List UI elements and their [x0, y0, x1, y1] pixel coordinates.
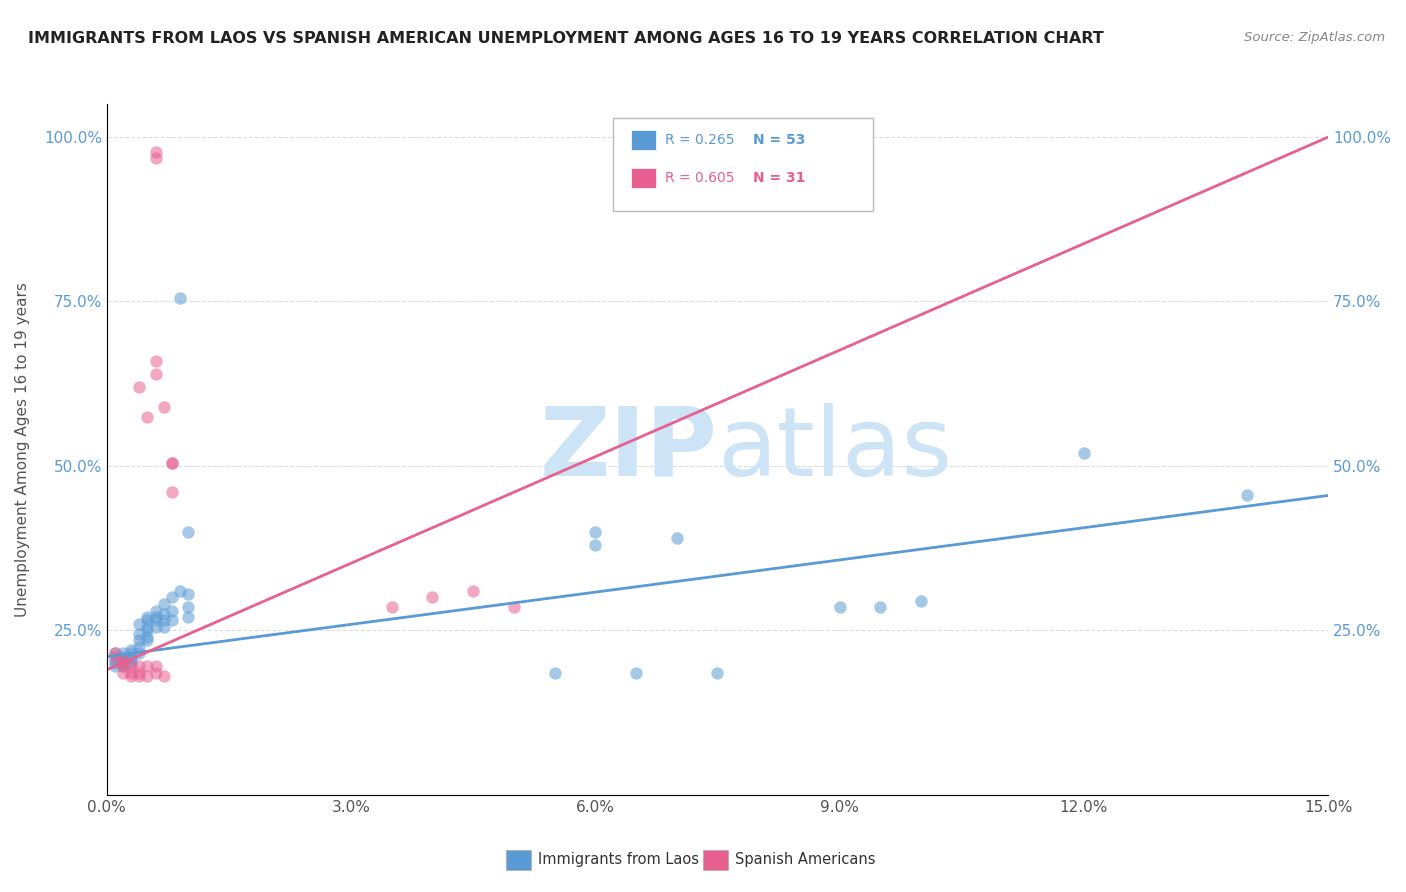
Point: [422, 591, 444, 605]
Point: [160, 456, 183, 470]
Point: [1073, 446, 1095, 460]
Point: [112, 649, 135, 664]
Point: [112, 666, 135, 681]
Point: [145, 603, 167, 617]
Point: [128, 616, 150, 631]
Point: [152, 614, 174, 628]
Point: [910, 593, 932, 607]
Point: [136, 620, 159, 634]
Point: [869, 600, 891, 615]
Point: [177, 600, 200, 615]
Point: [128, 633, 150, 648]
Text: ZIP: ZIP: [540, 403, 717, 496]
Point: [120, 659, 142, 673]
Point: [828, 600, 851, 615]
Point: [104, 649, 127, 664]
Point: [706, 666, 728, 681]
Point: [128, 659, 150, 673]
Point: [128, 640, 150, 654]
Point: [463, 583, 485, 598]
Point: [104, 659, 127, 673]
Point: [177, 524, 200, 539]
Point: [104, 656, 127, 670]
Text: N = 53: N = 53: [754, 133, 806, 147]
Point: [169, 291, 191, 305]
Point: [136, 659, 159, 673]
Point: [112, 653, 135, 667]
Point: [152, 620, 174, 634]
Point: [104, 646, 127, 660]
Point: [152, 597, 174, 611]
Point: [583, 524, 606, 539]
Point: [145, 666, 167, 681]
Point: [120, 653, 142, 667]
Point: [120, 646, 142, 660]
Y-axis label: Unemployment Among Ages 16 to 19 years: Unemployment Among Ages 16 to 19 years: [15, 282, 30, 617]
Point: [120, 656, 142, 670]
Point: [145, 659, 167, 673]
Point: [136, 633, 159, 648]
Point: [136, 409, 159, 424]
Text: atlas: atlas: [717, 403, 953, 496]
Point: [177, 587, 200, 601]
Point: [160, 614, 183, 628]
Point: [1236, 488, 1258, 502]
Text: R = 0.265: R = 0.265: [665, 133, 734, 147]
Point: [136, 630, 159, 644]
Point: [136, 610, 159, 624]
Point: [145, 614, 167, 628]
Text: Immigrants from Laos: Immigrants from Laos: [538, 853, 700, 867]
Point: [112, 646, 135, 660]
Point: [128, 669, 150, 683]
Text: Source: ZipAtlas.com: Source: ZipAtlas.com: [1244, 31, 1385, 45]
Point: [112, 659, 135, 673]
Point: [543, 666, 565, 681]
Point: [177, 610, 200, 624]
Point: [112, 656, 135, 670]
Point: [145, 367, 167, 381]
Point: [152, 400, 174, 414]
Point: [152, 669, 174, 683]
Point: [104, 646, 127, 660]
Point: [160, 485, 183, 500]
Point: [160, 591, 183, 605]
Point: [502, 600, 524, 615]
Point: [112, 659, 135, 673]
Point: [136, 669, 159, 683]
Point: [152, 607, 174, 621]
Point: [120, 643, 142, 657]
Point: [136, 624, 159, 638]
Point: [169, 583, 191, 598]
Point: [112, 653, 135, 667]
Point: [104, 653, 127, 667]
Point: [665, 531, 688, 545]
Point: [160, 603, 183, 617]
Point: [145, 353, 167, 368]
Point: [583, 538, 606, 552]
Point: [112, 656, 135, 670]
Point: [128, 666, 150, 681]
Point: [160, 456, 183, 470]
Point: [145, 145, 167, 159]
Text: Spanish Americans: Spanish Americans: [735, 853, 876, 867]
Point: [120, 666, 142, 681]
Text: IMMIGRANTS FROM LAOS VS SPANISH AMERICAN UNEMPLOYMENT AMONG AGES 16 TO 19 YEARS : IMMIGRANTS FROM LAOS VS SPANISH AMERICAN…: [28, 31, 1104, 46]
Point: [381, 600, 404, 615]
Point: [145, 151, 167, 165]
Point: [120, 649, 142, 664]
Point: [120, 669, 142, 683]
Point: [128, 380, 150, 394]
Point: [128, 646, 150, 660]
Text: N = 31: N = 31: [754, 171, 806, 186]
Point: [128, 626, 150, 640]
Point: [136, 614, 159, 628]
Point: [145, 620, 167, 634]
Point: [145, 610, 167, 624]
Point: [624, 666, 647, 681]
Text: R = 0.605: R = 0.605: [665, 171, 734, 186]
